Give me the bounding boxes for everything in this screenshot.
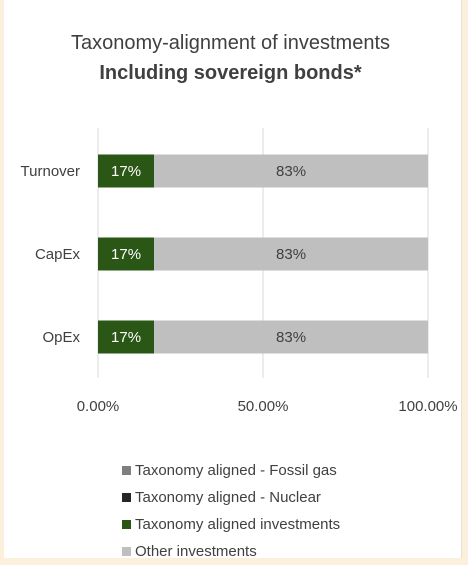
data-label: 83% bbox=[276, 329, 306, 346]
legend-item: Taxonomy aligned - Nuclear bbox=[122, 484, 340, 511]
legend-label: Taxonomy aligned investments bbox=[135, 516, 340, 533]
x-tick-label: 50.00% bbox=[238, 398, 289, 415]
legend-item: Taxonomy aligned investments bbox=[122, 511, 340, 538]
data-label: 17% bbox=[111, 163, 141, 180]
legend-item: Other investments bbox=[122, 538, 340, 565]
category-label: Turnover bbox=[21, 163, 80, 180]
legend-swatch bbox=[122, 466, 131, 475]
legend-item: Taxonomy aligned - Fossil gas bbox=[122, 457, 340, 484]
data-label: 83% bbox=[276, 246, 306, 263]
data-label: 17% bbox=[111, 246, 141, 263]
legend-swatch bbox=[122, 493, 131, 502]
chart-panel: Taxonomy-alignment of investments Includ… bbox=[0, 0, 462, 558]
data-label: 83% bbox=[276, 163, 306, 180]
x-tick-label: 100.00% bbox=[398, 398, 457, 415]
chart-legend: Taxonomy aligned - Fossil gas Taxonomy al… bbox=[122, 457, 340, 565]
data-label: 17% bbox=[111, 329, 141, 346]
category-label: CapEx bbox=[35, 246, 81, 263]
legend-label: Taxonomy aligned - Nuclear bbox=[135, 489, 321, 506]
legend-label: Taxonomy aligned - Fossil gas bbox=[135, 462, 337, 479]
category-label: OpEx bbox=[42, 329, 80, 346]
bar-chart: 17% 83% Turnover 17% 83% CapEx 17% 83% OpEx 0.00%… bbox=[0, 0, 461, 450]
x-tick-label: 0.00% bbox=[77, 398, 120, 415]
legend-label: Other investments bbox=[135, 543, 257, 560]
legend-swatch bbox=[122, 520, 131, 529]
legend-swatch bbox=[122, 547, 131, 556]
